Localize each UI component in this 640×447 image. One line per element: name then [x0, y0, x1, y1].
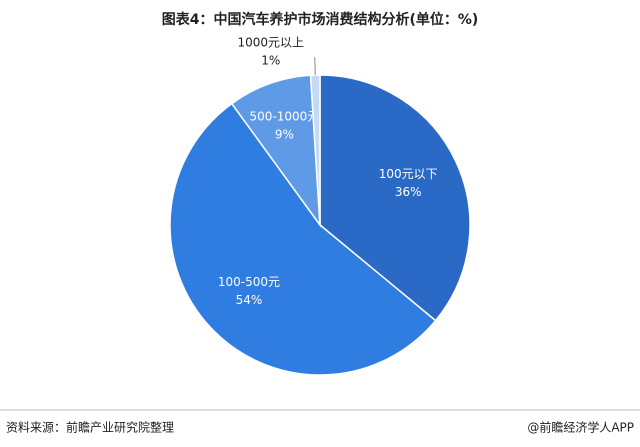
pie-slice	[319, 74, 471, 322]
slice-label: 1000元以上	[237, 36, 304, 50]
leader-line	[314, 57, 316, 76]
slice-value: 54%	[236, 293, 263, 307]
source: 资料来源：前瞻产业研究院整理	[6, 420, 174, 435]
slice-label: 500-1000元	[250, 110, 320, 124]
slice-value: 36%	[395, 185, 422, 199]
pie-slice	[230, 74, 321, 228]
chart-title: 图表4：中国汽车养护市场消费结构分析(单位：%)	[162, 11, 479, 28]
slice-value: 1%	[261, 54, 280, 68]
slice-label: 100元以下	[379, 167, 438, 181]
pie-slice	[169, 102, 437, 376]
slice-label: 100-500元	[218, 275, 280, 289]
credit: @前瞻经济学人APP	[527, 420, 634, 435]
slice-value: 9%	[275, 128, 294, 142]
